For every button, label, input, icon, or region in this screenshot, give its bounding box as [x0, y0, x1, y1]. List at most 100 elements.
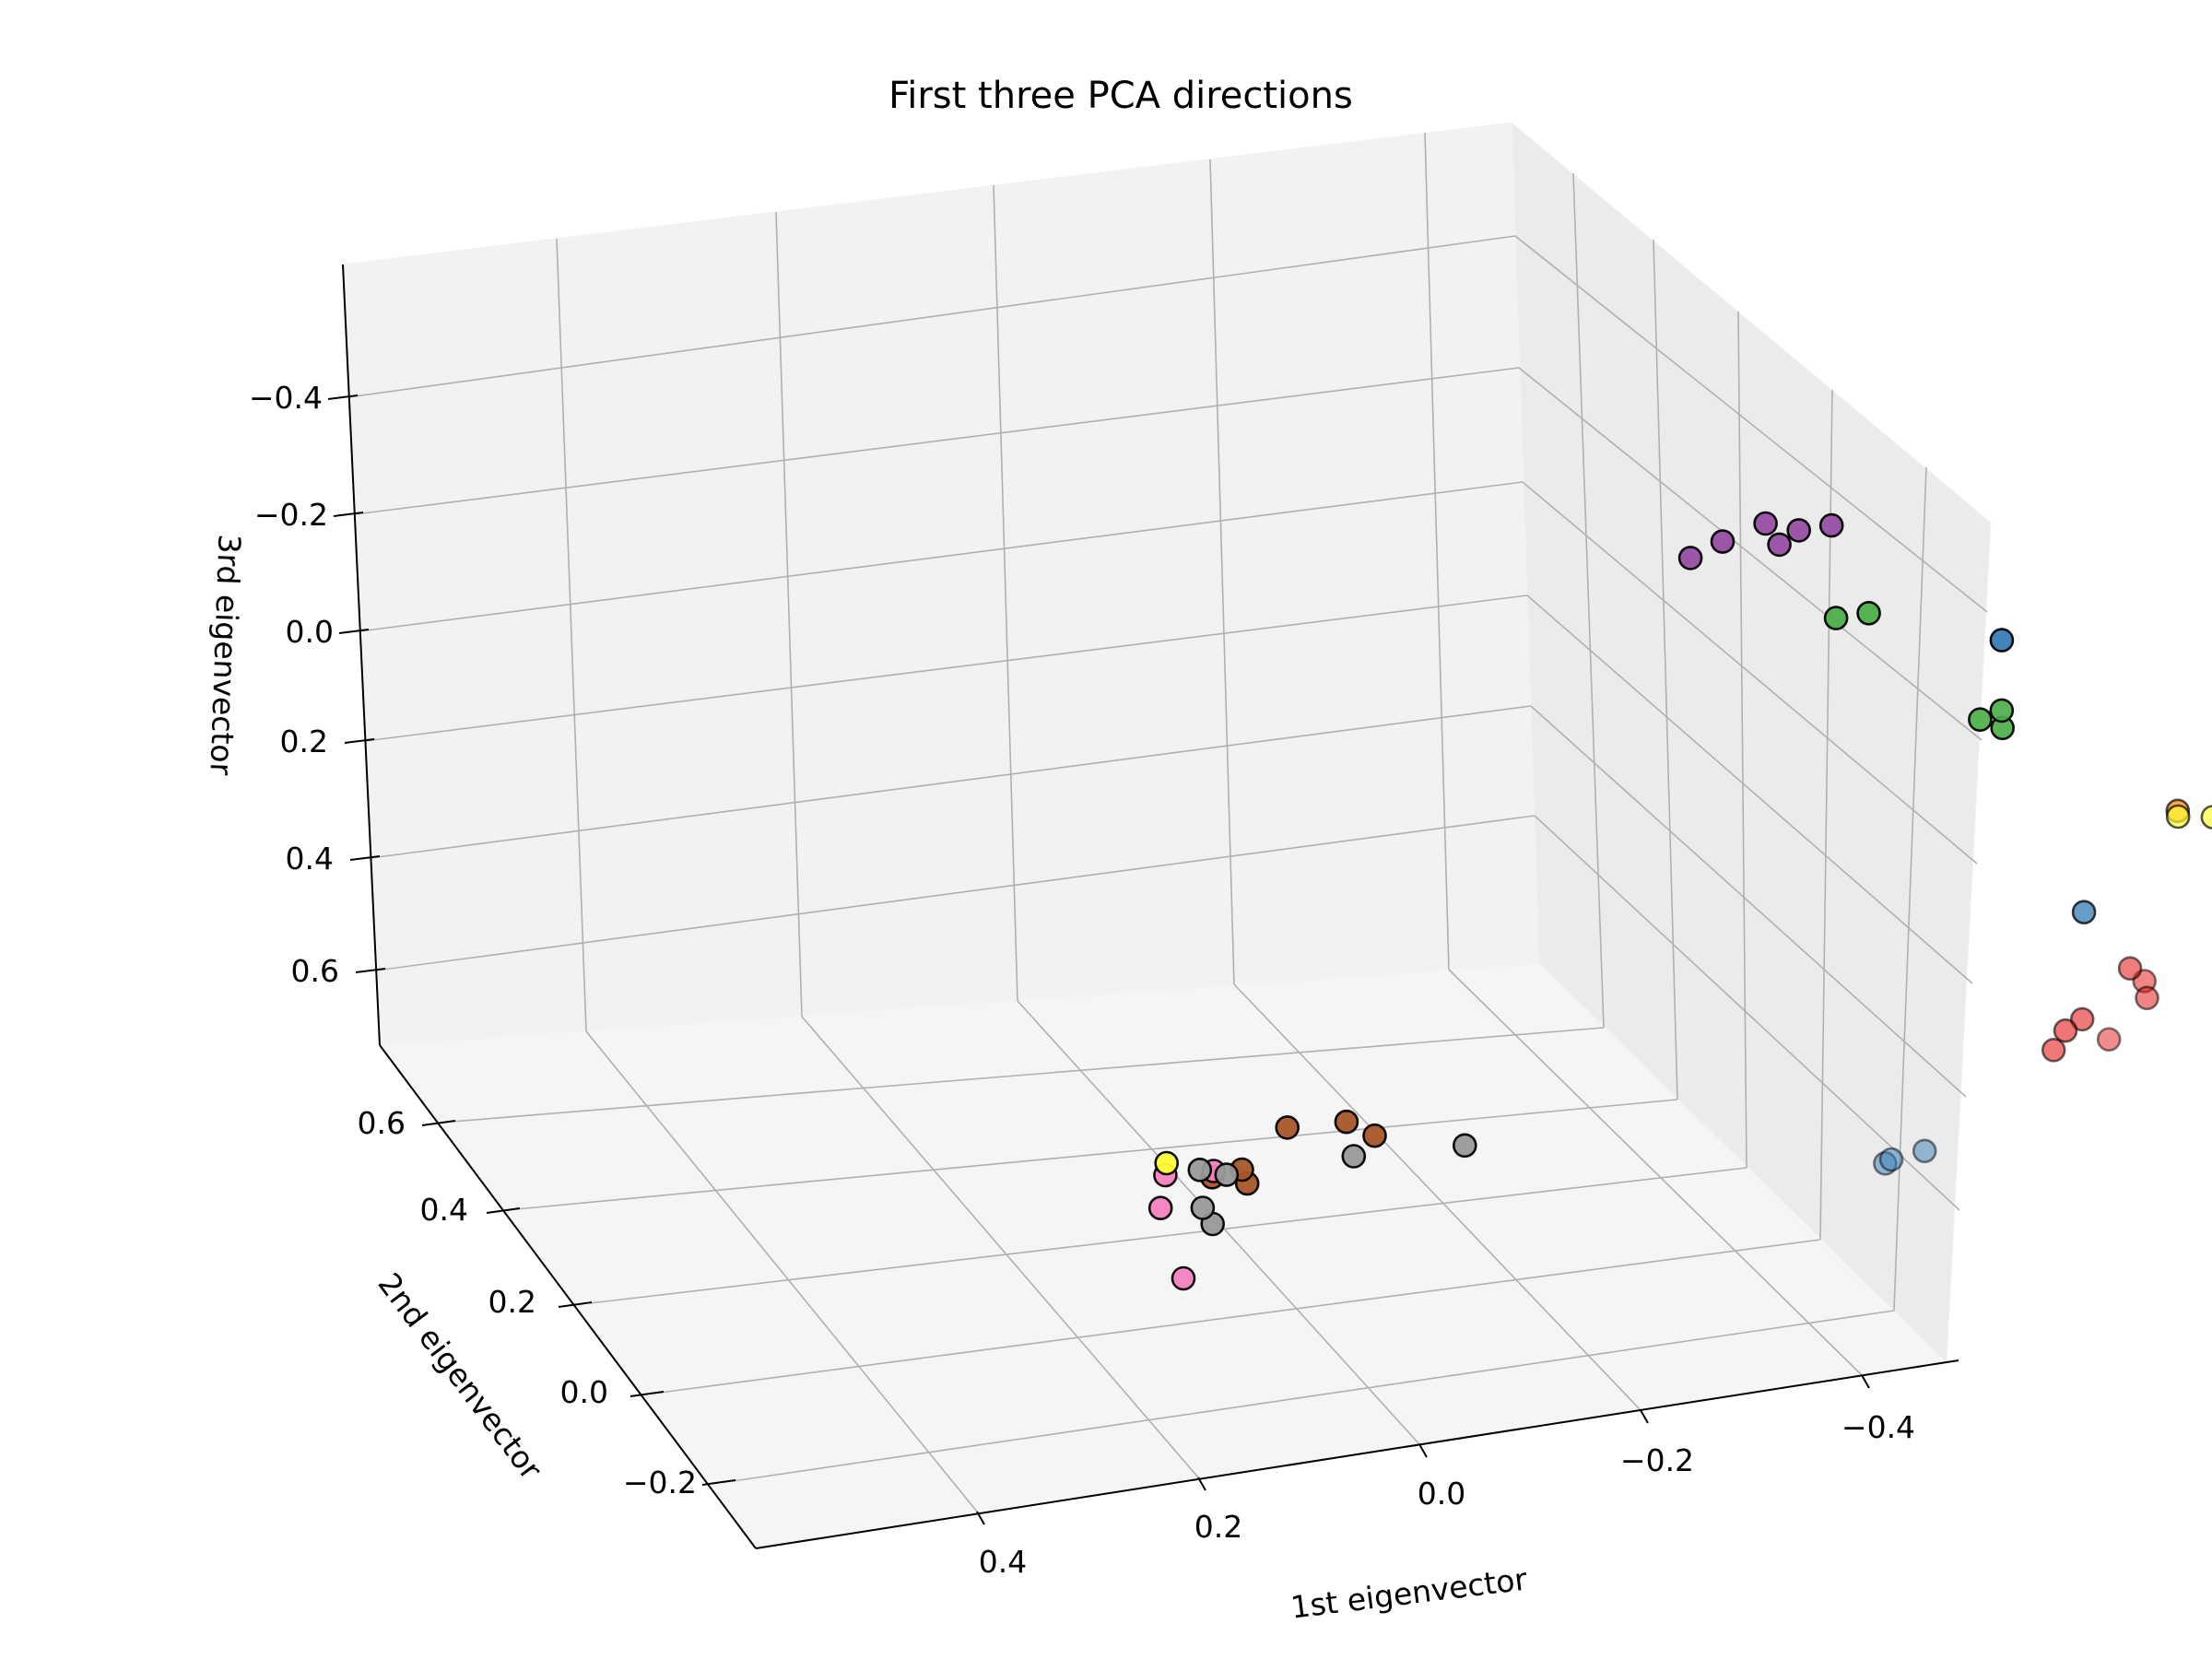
- data-points: [1147, 511, 2212, 1291]
- z-axis-line: [342, 264, 381, 1046]
- y-tick-label: 0.2: [488, 1284, 536, 1320]
- grid-y-floor-5: [732, 1310, 1895, 1482]
- data-point: [1171, 1265, 1196, 1291]
- data-point: [1275, 1115, 1300, 1140]
- data-point: [1214, 1162, 1240, 1187]
- grid-x-wall-5: [1424, 132, 1450, 971]
- x-tick-label: 0.4: [979, 1544, 1027, 1580]
- x-axis-label: 1st eigenvector: [1288, 1560, 1529, 1625]
- x-tick-mark: [976, 1511, 985, 1525]
- y-tick-mark: [486, 1207, 521, 1214]
- data-point: [1989, 628, 2015, 653]
- grid-y-floor-4: [659, 1239, 1821, 1394]
- grid-y-floor-2: [515, 1099, 1678, 1210]
- data-point: [1334, 1109, 1359, 1135]
- data-point: [2200, 805, 2212, 830]
- grid-z-wall-4: [364, 594, 1528, 742]
- grid-z-side-6: [1534, 815, 1960, 1211]
- grid-y-wall-2: [1653, 239, 1678, 1100]
- z-tick-mark: [338, 629, 370, 634]
- z-tick-label: −0.4: [249, 380, 323, 416]
- grid: [347, 132, 1988, 1512]
- data-point: [2071, 900, 2097, 925]
- data-point: [1786, 518, 1811, 543]
- grid-y-floor-1: [451, 1027, 1605, 1123]
- y-axis-line: [379, 1044, 757, 1549]
- grid-z-wall-2: [354, 367, 1520, 515]
- grid-y-wall-3: [1737, 311, 1747, 1169]
- data-point: [1989, 698, 2015, 724]
- z-tick-label: 0.2: [280, 724, 328, 759]
- data-point: [2041, 1038, 2066, 1063]
- x-tick-label: −0.4: [1841, 1409, 1915, 1445]
- x-tick-mark: [1418, 1443, 1428, 1458]
- grid-x-floor-4: [1233, 983, 1641, 1411]
- grid-z-wall-5: [370, 705, 1532, 859]
- grid-x-wall-2: [775, 211, 803, 1018]
- grid-y-wall-1: [1572, 172, 1605, 1029]
- data-point: [1362, 1123, 1387, 1148]
- data-point: [1187, 1158, 1213, 1182]
- z-axis-label: 3rd eigenvector: [203, 534, 247, 776]
- z-tick-label: 0.6: [291, 953, 339, 989]
- grid-z-wall-1: [347, 235, 1516, 398]
- z-tick-mark: [333, 512, 364, 517]
- data-point: [1190, 1195, 1216, 1220]
- grid-x-wall-1: [556, 238, 587, 1032]
- grid-z-side-4: [1526, 594, 1973, 984]
- chart-title: First three PCA directions: [888, 75, 1353, 117]
- x-tick-label: −0.2: [1620, 1442, 1694, 1478]
- axis-lines: [342, 264, 1959, 1549]
- grid-x-floor-5: [1448, 969, 1863, 1376]
- y-tick-label: −0.2: [623, 1465, 697, 1500]
- data-point: [1878, 1147, 1904, 1172]
- grid-x-floor-2: [801, 1016, 1199, 1478]
- z-tick-labels: −0.4 −0.2 0.0 0.2 0.4 0.6: [249, 380, 339, 989]
- y-tick-label: 0.0: [560, 1374, 608, 1410]
- grid-z-wall-3: [359, 481, 1524, 632]
- data-point: [2096, 1027, 2122, 1052]
- z-tick-mark: [327, 394, 359, 400]
- grid-x-floor-1: [585, 1030, 978, 1512]
- data-point: [1341, 1144, 1367, 1169]
- y-tick-labels: 0.6 0.4 0.2 0.0 −0.2: [358, 1105, 697, 1500]
- z-tick-label: 0.0: [286, 614, 334, 650]
- y-tick-label: 0.4: [420, 1192, 468, 1228]
- data-point: [1912, 1138, 1937, 1164]
- data-point: [2069, 1006, 2095, 1032]
- x-tick-mark: [1640, 1409, 1649, 1424]
- grid-z-side-2: [1518, 367, 1983, 741]
- back-wall-pane: [342, 122, 1540, 1046]
- tick-marks: [327, 394, 1870, 1525]
- data-point: [1710, 529, 1735, 554]
- chart-panes: [342, 121, 1992, 1549]
- data-point: [1453, 1133, 1477, 1159]
- x-tick-mark: [1197, 1477, 1206, 1491]
- z-tick-mark: [349, 855, 381, 861]
- x-tick-label: 0.2: [1194, 1509, 1242, 1545]
- grid-z-side-5: [1530, 705, 1967, 1098]
- data-point: [1856, 600, 1881, 626]
- grid-z-wall-6: [375, 815, 1535, 971]
- y-tick-mark: [558, 1301, 593, 1308]
- data-point: [1147, 1195, 1173, 1220]
- y-tick-mark: [629, 1391, 665, 1397]
- grid-x-wall-4: [1209, 159, 1235, 985]
- y-tick-mark: [421, 1120, 456, 1126]
- data-point: [1677, 546, 1703, 571]
- data-point: [1753, 511, 1778, 536]
- x-tick-mark: [1861, 1374, 1870, 1389]
- grid-y-wall-5: [1893, 466, 1927, 1312]
- z-tick-mark: [344, 738, 375, 744]
- grid-x-wall-3: [993, 184, 1018, 1002]
- data-point: [1818, 512, 1844, 538]
- y-tick-mark: [701, 1479, 736, 1486]
- z-tick-label: −0.2: [254, 497, 328, 533]
- z-tick-mark: [355, 968, 386, 973]
- x-tick-label: 0.0: [1418, 1476, 1465, 1512]
- data-point: [2117, 956, 2143, 981]
- grid-z-side-3: [1522, 481, 1978, 865]
- x-tick-labels: 0.4 0.2 0.0 −0.2 −0.4: [979, 1409, 1915, 1580]
- grid-y-floor-3: [589, 1167, 1747, 1304]
- x-axis-line: [755, 1359, 1959, 1549]
